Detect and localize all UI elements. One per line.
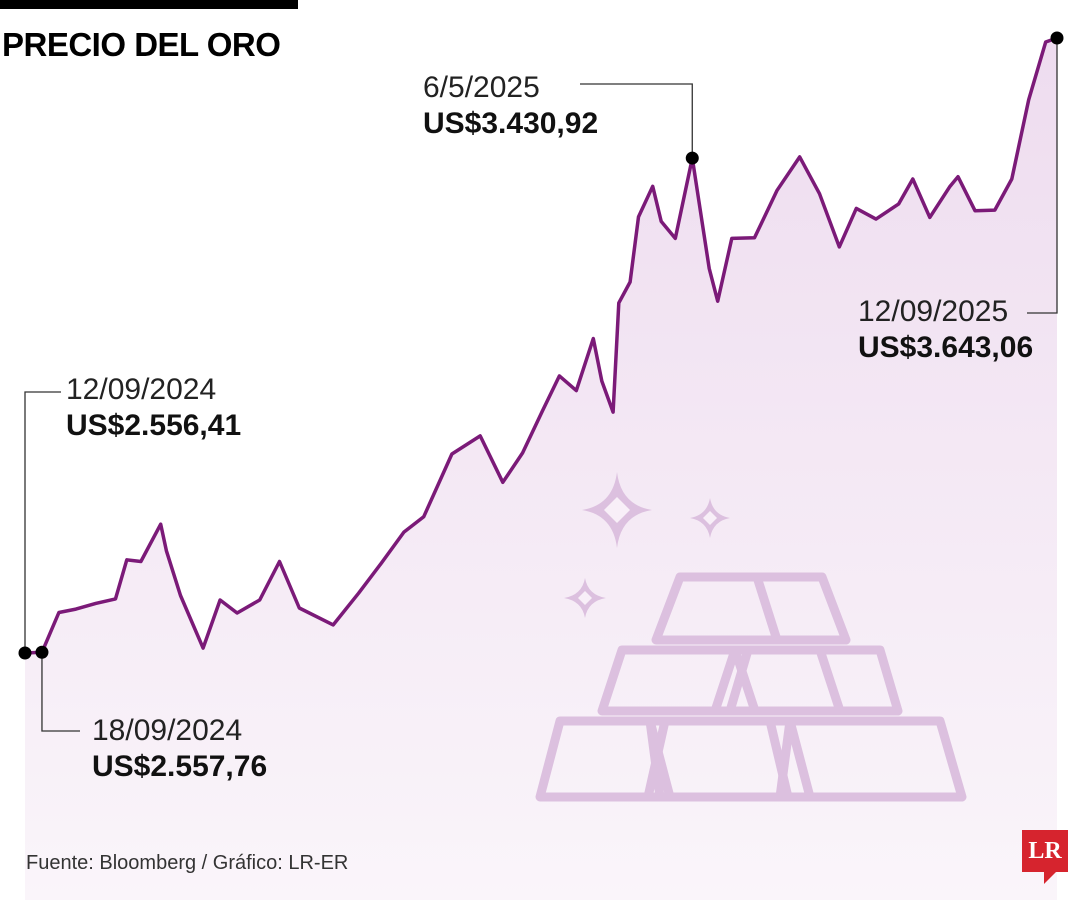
annotation-date: 18/09/2024 bbox=[92, 714, 243, 747]
annotation-date: 6/5/2025 bbox=[423, 71, 540, 104]
leader-low bbox=[41, 652, 80, 732]
annotation-start: 12/09/2024 US$2.556,41 bbox=[66, 375, 241, 441]
annotation-date: 12/09/2025 bbox=[858, 295, 1009, 328]
marker-start bbox=[18, 646, 32, 660]
marker-low bbox=[35, 645, 49, 659]
source-note: Fuente: Bloomberg / Gráfico: LR-ER bbox=[26, 852, 349, 874]
annotation-markers bbox=[18, 31, 1064, 660]
leader-end bbox=[1027, 38, 1058, 314]
annotation-price: US$2.556,41 bbox=[66, 409, 242, 442]
lr-logo: LR bbox=[1022, 830, 1068, 872]
marker-end bbox=[1050, 31, 1064, 45]
marker-peak-may bbox=[685, 151, 699, 165]
leader-peak-may bbox=[580, 83, 693, 159]
annotation-low: 18/09/2024 US$2.557,76 bbox=[92, 716, 267, 782]
price-line bbox=[23, 36, 1059, 655]
lr-logo-tail bbox=[1044, 872, 1056, 884]
annotation-peak-may: 6/5/2025 US$3.430,92 bbox=[423, 73, 598, 139]
annotation-price: US$3.430,92 bbox=[423, 107, 599, 140]
annotation-price: US$2.557,76 bbox=[92, 750, 268, 783]
annotation-date: 12/09/2024 bbox=[66, 373, 217, 406]
leader-start bbox=[24, 391, 61, 653]
gold-bars-icon bbox=[535, 472, 967, 802]
annotation-price: US$3.643,06 bbox=[858, 331, 1034, 364]
title-accent-bar bbox=[0, 0, 298, 9]
annotation-end: 12/09/2025 US$3.643,06 bbox=[858, 297, 1033, 363]
annotation-leaders bbox=[24, 38, 1058, 732]
price-area bbox=[25, 38, 1057, 900]
chart-title: PRECIO DEL ORO bbox=[2, 26, 281, 63]
